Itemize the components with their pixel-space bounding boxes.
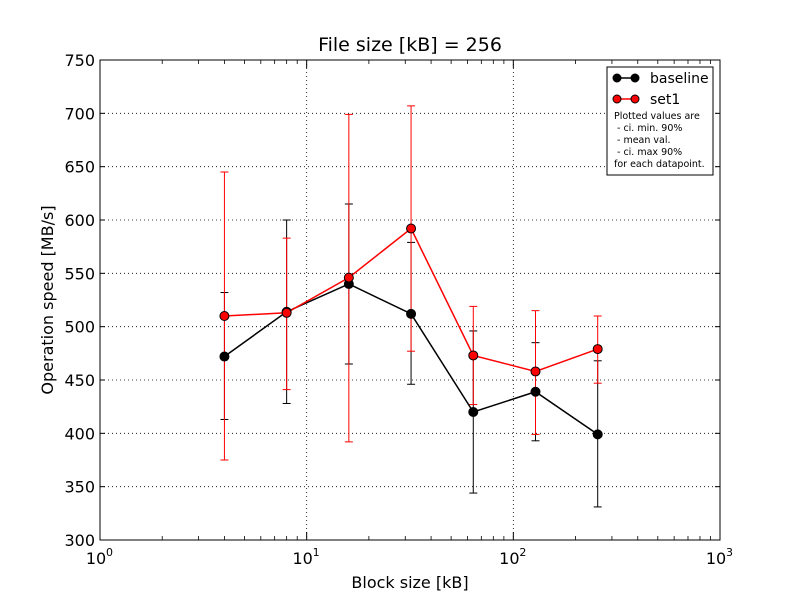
data-point-set1 (281, 307, 292, 318)
y-tick-label: 500 (64, 318, 95, 337)
legend-marker-baseline (612, 73, 622, 83)
x-tick-label-exponent: 2 (519, 546, 526, 559)
legend-box (606, 66, 714, 176)
data-point-baseline (592, 429, 603, 440)
x-tick-label: 10 (86, 549, 106, 568)
legend-marker-set1 (630, 94, 640, 104)
data-point-baseline (219, 351, 230, 362)
legend-marker-set1 (612, 94, 622, 104)
x-tick-label: 10 (499, 549, 519, 568)
data-point-set1 (219, 311, 230, 321)
x-tick-label: 10 (706, 549, 726, 568)
x-tick-label-exponent: 0 (106, 546, 113, 559)
legend-note-line: - ci. min. 90% (617, 123, 682, 134)
data-point-set1 (468, 350, 479, 361)
data-point-set1 (530, 366, 541, 377)
y-tick-label: 300 (64, 531, 95, 550)
y-tick-label: 550 (64, 264, 95, 283)
x-tick-label-exponent: 3 (726, 546, 733, 559)
legend-marker-baseline (630, 73, 640, 83)
y-tick-label: 750 (64, 51, 95, 70)
y-tick-label: 350 (64, 478, 95, 497)
x-tick-label-exponent: 1 (313, 546, 320, 559)
legend-label-baseline: baseline (650, 71, 709, 87)
data-points (219, 223, 603, 440)
y-tick-label: 400 (64, 424, 95, 443)
data-point-set1 (406, 223, 417, 234)
y-tick-label: 650 (64, 158, 95, 177)
y-axis-label: Operation speed [MB/s] (38, 205, 57, 394)
legend-note-line: for each datapoint. (614, 159, 705, 170)
data-point-baseline (406, 308, 417, 319)
y-tick-label: 700 (64, 104, 95, 123)
legend: baseline set1 Plotted values are - ci. m… (606, 66, 714, 176)
data-point-baseline (468, 407, 479, 417)
legend-note-line: Plotted values are (614, 111, 700, 122)
legend-note-line: - mean val. (617, 135, 671, 146)
data-point-set1 (343, 272, 354, 283)
y-tick-label: 600 (64, 211, 95, 230)
legend-label-set1: set1 (650, 92, 680, 108)
x-tick-label: 10 (292, 549, 312, 568)
legend-note-line: - ci. max 90% (617, 147, 682, 158)
y-tick-label: 450 (64, 371, 95, 390)
data-point-baseline (530, 386, 541, 397)
x-axis-label: Block size [kB] (351, 573, 468, 592)
data-point-set1 (592, 344, 603, 355)
plot-frame (99, 59, 721, 541)
chart-title: File size [kB] = 256 (318, 34, 502, 56)
